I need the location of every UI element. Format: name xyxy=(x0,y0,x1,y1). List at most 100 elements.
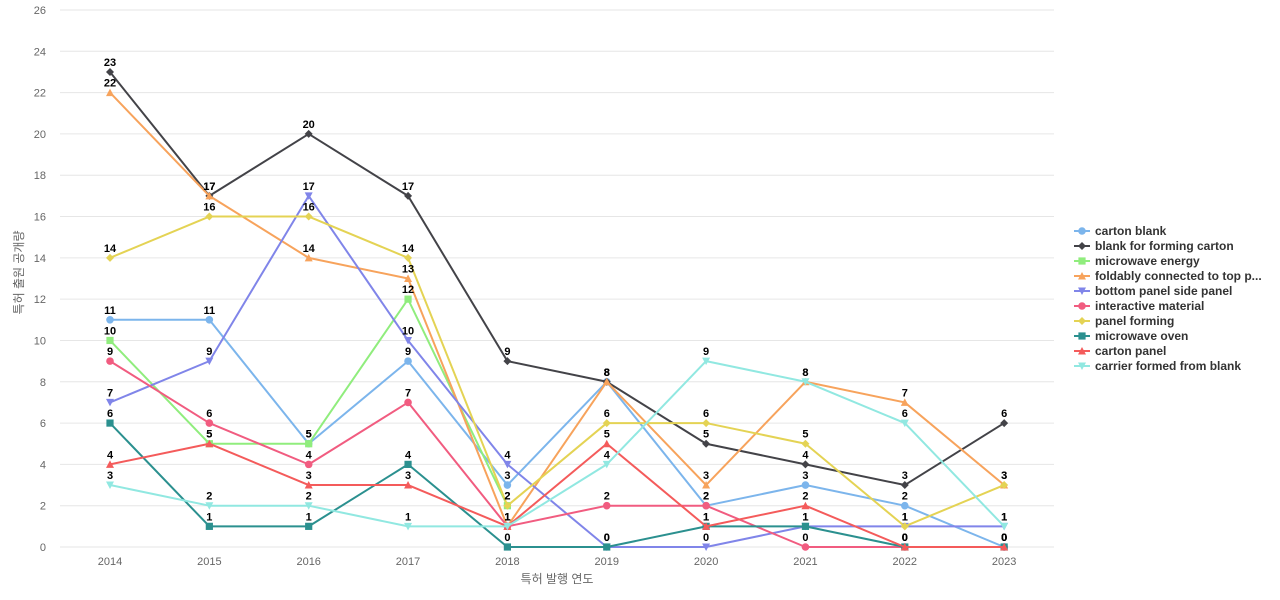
data-point xyxy=(404,336,413,345)
data-label: 9 xyxy=(107,346,113,358)
data-label: 0 xyxy=(703,532,709,544)
series-line xyxy=(109,422,1005,548)
data-label: 9 xyxy=(504,346,510,358)
legend-marker-icon xyxy=(1078,257,1086,265)
data-label: 1 xyxy=(1001,511,1007,523)
data-label: 2 xyxy=(703,491,709,503)
data-label: 5 xyxy=(206,429,212,441)
data-point xyxy=(602,377,611,386)
y-tick-label: 0 xyxy=(40,542,46,554)
data-point xyxy=(503,501,512,510)
series-line xyxy=(109,360,1005,528)
legend-item[interactable]: microwave energy xyxy=(1074,254,1200,268)
y-tick-label: 6 xyxy=(40,418,46,430)
data-label: 11 xyxy=(204,305,216,317)
x-tick-label: 2018 xyxy=(495,556,519,568)
data-label: 0 xyxy=(1001,532,1007,544)
data-point xyxy=(404,295,412,303)
x-tick-label: 2020 xyxy=(694,556,718,568)
series-line xyxy=(109,442,1005,548)
legend-item[interactable]: panel forming xyxy=(1074,314,1174,328)
data-label: 1 xyxy=(504,511,510,523)
data-label: 5 xyxy=(604,429,610,441)
data-label: 6 xyxy=(1001,408,1007,420)
y-tick-label: 10 xyxy=(34,335,46,347)
legend-item[interactable]: carton panel xyxy=(1074,344,1166,358)
data-point xyxy=(1000,522,1009,531)
data-point xyxy=(603,543,611,551)
data-label: 16 xyxy=(203,202,215,214)
grid-lines xyxy=(60,9,1054,548)
data-point xyxy=(503,522,512,531)
data-point xyxy=(106,481,114,490)
legend-item[interactable]: carrier formed from blank xyxy=(1074,359,1241,373)
data-point xyxy=(404,191,413,200)
data-label: 6 xyxy=(902,408,908,420)
data-label: 14 xyxy=(303,243,316,255)
data-label: 0 xyxy=(1001,532,1007,544)
data-point xyxy=(801,481,810,489)
data-point xyxy=(801,378,810,386)
legend-marker-icon xyxy=(1078,362,1086,370)
data-point xyxy=(602,460,611,469)
legend-marker-icon xyxy=(1078,332,1086,340)
data-point xyxy=(205,439,214,448)
series-line xyxy=(110,318,1005,548)
data-point xyxy=(404,274,413,282)
legend-item[interactable]: interactive material xyxy=(1074,299,1204,313)
data-label: 3 xyxy=(306,470,312,482)
legend-label: interactive material xyxy=(1095,299,1204,313)
data-point xyxy=(702,439,711,448)
legend-item[interactable]: microwave oven xyxy=(1074,329,1188,343)
legend-item[interactable]: blank for forming carton xyxy=(1074,239,1234,253)
data-label: 2 xyxy=(902,491,908,503)
data-label: 4 xyxy=(504,449,511,461)
series-lines xyxy=(106,67,1009,551)
data-label: 1 xyxy=(1001,511,1007,523)
data-point xyxy=(801,501,810,510)
data-label: 6 xyxy=(206,408,212,420)
data-point xyxy=(900,398,909,406)
legend-label: panel forming xyxy=(1095,314,1174,328)
data-label: 1 xyxy=(802,511,808,523)
data-label: 17 xyxy=(203,181,215,193)
data-label: 0 xyxy=(1001,532,1007,544)
data-label: 1 xyxy=(902,511,908,523)
x-tick-label: 2016 xyxy=(296,556,320,568)
data-point xyxy=(404,522,413,531)
y-tick-label: 2 xyxy=(40,501,46,513)
legend-item[interactable]: bottom panel side panel xyxy=(1074,284,1232,298)
data-label: 0 xyxy=(902,532,908,544)
data-point xyxy=(404,460,412,468)
data-point xyxy=(304,192,313,200)
legend-label: blank for forming carton xyxy=(1095,239,1234,253)
data-label: 1 xyxy=(504,511,510,523)
y-tick-label: 14 xyxy=(34,253,46,265)
legend-item[interactable]: carton blank xyxy=(1074,224,1167,238)
data-label: 2 xyxy=(306,491,312,503)
data-point xyxy=(503,460,512,469)
data-label: 13 xyxy=(402,264,414,276)
y-tick-label: 12 xyxy=(34,294,46,306)
data-label: 0 xyxy=(604,532,610,544)
data-point xyxy=(900,522,909,531)
data-point xyxy=(106,316,114,324)
legend-label: carton panel xyxy=(1095,344,1166,358)
legend-item[interactable]: foldably connected to top p... xyxy=(1074,269,1262,283)
data-label: 1 xyxy=(504,511,510,523)
legend-marker-icon xyxy=(1078,302,1086,310)
x-tick-label: 2014 xyxy=(98,556,122,568)
y-tick-label: 16 xyxy=(34,212,46,224)
data-label: 9 xyxy=(206,346,212,358)
data-label: 1 xyxy=(206,511,212,523)
data-point xyxy=(702,501,710,510)
legend-label: carrier formed from blank xyxy=(1095,359,1241,373)
data-point xyxy=(702,481,711,489)
data-label: 7 xyxy=(405,387,411,399)
data-label: 8 xyxy=(604,367,610,379)
data-label: 0 xyxy=(902,532,908,544)
data-label: 9 xyxy=(405,346,411,358)
y-tick-label: 8 xyxy=(40,377,46,389)
data-point xyxy=(304,460,313,469)
